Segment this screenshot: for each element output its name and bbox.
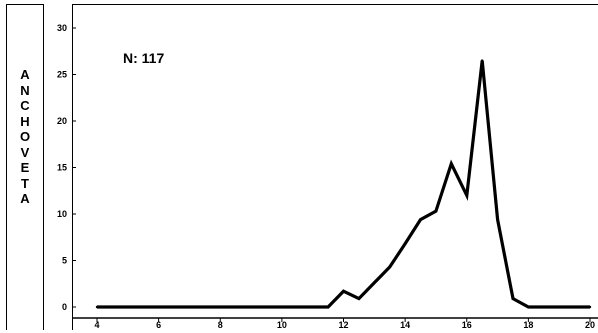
x-axis: 4 6 8 10 12 14 16 18 20 xyxy=(94,318,595,330)
data-point xyxy=(388,265,391,269)
data-point xyxy=(157,305,160,309)
data-point xyxy=(265,305,268,309)
data-point xyxy=(142,305,145,309)
species-letter: H xyxy=(20,113,30,129)
species-letter: T xyxy=(21,175,29,191)
data-point xyxy=(480,59,484,62)
data-point xyxy=(419,218,422,221)
y-tick-label: 20 xyxy=(57,116,67,126)
series-line xyxy=(97,60,590,309)
data-point xyxy=(280,305,284,309)
data-point xyxy=(296,305,299,309)
data-point xyxy=(496,218,499,221)
data-point xyxy=(511,297,515,300)
data-point xyxy=(326,305,330,309)
y-tick-label: 15 xyxy=(57,163,67,173)
data-point xyxy=(403,242,407,245)
data-point xyxy=(373,281,376,285)
x-tick-label: 10 xyxy=(277,320,287,330)
y-axis: 0 5 10 15 20 25 30 xyxy=(57,23,76,312)
data-point xyxy=(172,305,176,309)
x-tick-label: 4 xyxy=(94,320,99,330)
x-tick-label: 8 xyxy=(218,320,223,330)
species-letter: V xyxy=(20,144,30,160)
data-point xyxy=(573,305,576,309)
y-tick-label: 0 xyxy=(62,302,67,312)
species-letter: E xyxy=(20,160,30,175)
species-letter: C xyxy=(20,98,30,113)
y-tick-label: 5 xyxy=(62,256,67,266)
x-tick-label: 20 xyxy=(585,320,595,330)
data-point xyxy=(219,305,222,309)
data-point xyxy=(203,305,207,309)
species-letter: O xyxy=(19,129,31,144)
sample-size-label: N: 117 xyxy=(123,50,164,66)
data-point xyxy=(95,305,99,309)
x-tick-label: 18 xyxy=(523,320,533,330)
y-tick-label: 10 xyxy=(57,209,67,219)
series-layer xyxy=(95,59,592,309)
x-tick-label: 12 xyxy=(338,320,348,330)
data-point xyxy=(126,305,130,309)
data-point xyxy=(527,305,530,309)
data-point xyxy=(234,305,237,309)
species-letter: A xyxy=(20,67,30,82)
data-point xyxy=(357,297,361,300)
x-tick-label: 14 xyxy=(400,320,410,330)
data-point xyxy=(450,162,453,165)
x-tick-label: 6 xyxy=(156,320,161,330)
data-point xyxy=(342,289,345,293)
data-point xyxy=(311,305,314,309)
data-point xyxy=(557,305,561,309)
data-point xyxy=(542,305,545,309)
species-letter: A xyxy=(20,191,30,206)
data-point xyxy=(434,210,438,213)
x-tick-label: 16 xyxy=(462,320,472,330)
species-letter: N xyxy=(20,82,30,98)
data-point xyxy=(111,305,114,309)
y-tick-label: 25 xyxy=(57,70,67,80)
y-tick-label: 30 xyxy=(57,23,67,33)
data-point xyxy=(588,305,592,309)
data-point xyxy=(188,305,191,309)
data-point xyxy=(249,305,253,309)
data-point xyxy=(465,194,468,197)
